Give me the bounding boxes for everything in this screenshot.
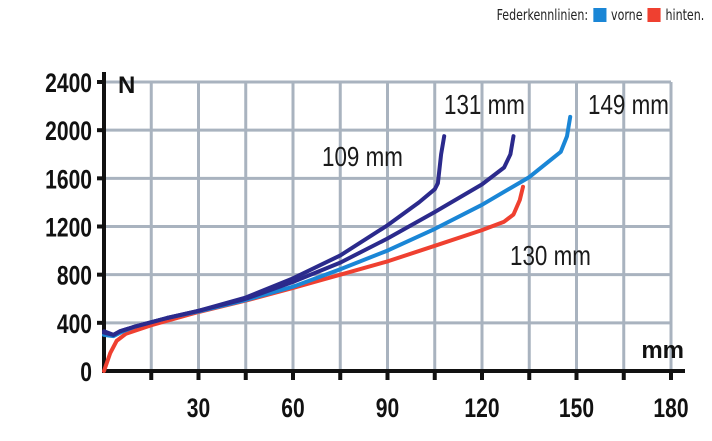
y-tick-label: 0 [80, 358, 92, 388]
y-tick-label: 400 [57, 309, 92, 339]
legend-label-hinten: hinten. [665, 6, 704, 24]
y-tick-label: 2400 [45, 69, 92, 99]
series-label: 149 mm [588, 90, 669, 121]
y-tick-label: 2000 [45, 117, 92, 147]
x-tick-label: 90 [376, 394, 399, 424]
x-tick-label: 150 [559, 394, 594, 424]
series-label: 130 mm [510, 241, 591, 272]
series-line-130-mm [102, 184, 525, 373]
x-tick-label: 60 [281, 394, 304, 424]
legend-label-vorne: vorne [610, 6, 643, 24]
y-tick-label: 1600 [45, 165, 92, 195]
series-label: 131 mm [444, 90, 525, 121]
legend-title: Federkennlinien: [496, 6, 588, 24]
series-line-109-mm [102, 134, 447, 337]
legend: Federkennlinien: vorne hinten. [496, 6, 704, 24]
series-line-131-mm [102, 134, 516, 337]
y-tick-label: 800 [57, 261, 92, 291]
x-tick-label: 120 [464, 394, 499, 424]
legend-swatch-hinten [647, 8, 661, 22]
legend-swatch-vorne [592, 8, 606, 22]
x-tick-label: 30 [187, 394, 210, 424]
x-axis-label: mm [641, 337, 684, 364]
x-tick-label: 180 [653, 394, 688, 424]
y-tick-label: 1200 [45, 213, 92, 243]
y-axis-label: N [118, 72, 135, 99]
series-label: 109 mm [322, 142, 403, 173]
